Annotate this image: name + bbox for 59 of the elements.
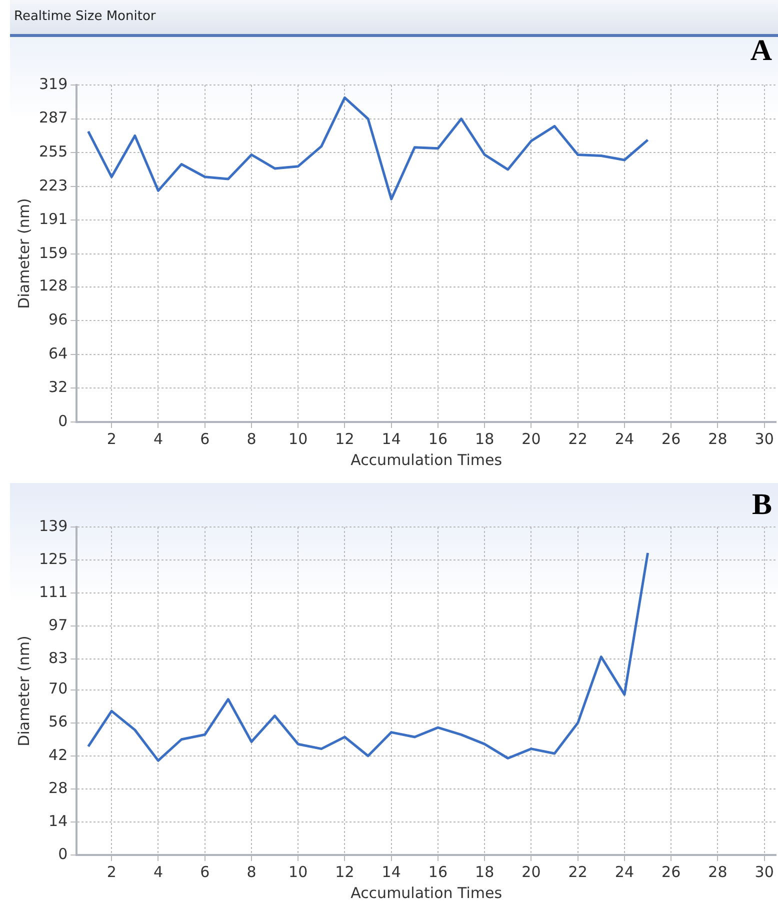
- x-tick-label: 6: [200, 862, 210, 881]
- x-tick-label: 6: [200, 430, 210, 448]
- y-tick-label: 159: [38, 244, 68, 262]
- x-axis-title: Accumulation Times: [350, 884, 502, 902]
- y-tick-label: 42: [48, 746, 68, 764]
- y-tick-label: 125: [38, 550, 68, 568]
- y-tick-label: 255: [38, 142, 68, 160]
- y-tick-label: 56: [48, 712, 68, 731]
- x-tick-label: 24: [614, 862, 634, 881]
- x-tick-label: 12: [335, 862, 354, 881]
- y-tick-label: 139: [38, 516, 68, 535]
- y-tick-label: 64: [48, 344, 68, 362]
- x-tick-label: 2: [106, 862, 116, 881]
- x-tick-label: 10: [288, 430, 308, 448]
- y-tick-label: 14: [48, 812, 68, 830]
- y-tick-label: 319: [38, 74, 68, 93]
- y-tick-label: 70: [48, 680, 68, 698]
- x-tick-label: 14: [382, 430, 401, 448]
- x-tick-label: 18: [475, 862, 494, 881]
- x-tick-label: 30: [754, 862, 774, 881]
- y-tick-label: 83: [48, 649, 68, 668]
- x-tick-label: 22: [568, 430, 588, 448]
- text: B: [752, 488, 772, 521]
- x-tick-label: 26: [662, 862, 681, 881]
- x-tick-label: 16: [428, 862, 448, 881]
- y-axis-title: Diameter (nm): [14, 636, 33, 746]
- x-tick-label: 4: [153, 862, 163, 881]
- x-tick-label: 12: [335, 430, 354, 448]
- y-tick-label: 96: [48, 310, 68, 328]
- y-tick-label: 128: [38, 276, 68, 295]
- x-tick-label: 20: [522, 862, 541, 881]
- y-tick-label: 111: [38, 582, 68, 601]
- y-tick-label: 0: [58, 412, 68, 430]
- x-tick-label: 22: [568, 862, 588, 881]
- x-tick-label: 30: [754, 430, 774, 448]
- x-tick-label: 18: [475, 430, 494, 448]
- x-tick-label: 10: [288, 862, 308, 881]
- x-tick-label: 28: [708, 862, 728, 881]
- x-tick-label: 8: [246, 430, 256, 448]
- y-tick-label: 28: [48, 778, 68, 797]
- x-tick-label: 4: [153, 430, 163, 448]
- x-tick-label: 14: [382, 862, 401, 881]
- x-tick-label: 24: [614, 430, 634, 448]
- y-tick-label: 287: [38, 108, 68, 127]
- y-tick-label: 0: [58, 844, 68, 863]
- y-tick-label: 97: [48, 616, 68, 634]
- x-tick-label: 26: [662, 430, 681, 448]
- x-tick-label: 8: [246, 862, 256, 881]
- x-tick-label: 20: [522, 430, 541, 448]
- text: A: [750, 34, 772, 67]
- chart-title: Realtime Size Monitor: [14, 9, 156, 24]
- y-tick-label: 223: [38, 176, 68, 194]
- y-tick-label: 191: [38, 210, 68, 228]
- x-tick-label: 2: [106, 430, 116, 448]
- x-axis-title: Accumulation Times: [350, 450, 502, 469]
- x-tick-label: 28: [708, 430, 728, 448]
- y-axis-title: Diameter (nm): [14, 198, 33, 309]
- x-tick-label: 16: [428, 430, 448, 448]
- y-tick-label: 32: [48, 378, 68, 396]
